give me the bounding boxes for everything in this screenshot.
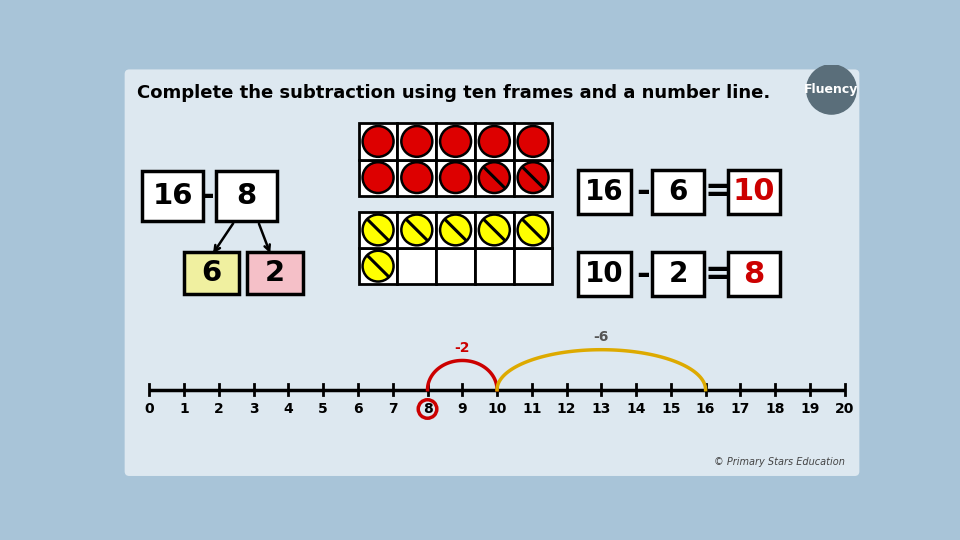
- Bar: [183, 252, 239, 294]
- Bar: [397, 212, 436, 248]
- Bar: [436, 248, 475, 284]
- Text: 16: 16: [153, 181, 193, 210]
- Text: 17: 17: [731, 402, 750, 416]
- Text: 13: 13: [591, 402, 611, 416]
- Bar: [514, 248, 552, 284]
- Bar: [578, 252, 631, 296]
- Bar: [247, 252, 303, 294]
- Text: 11: 11: [522, 402, 541, 416]
- Text: -2: -2: [454, 341, 470, 355]
- Circle shape: [440, 214, 471, 245]
- Text: 14: 14: [626, 402, 646, 416]
- Bar: [436, 159, 475, 195]
- Circle shape: [401, 126, 432, 157]
- Text: 0: 0: [145, 402, 155, 416]
- Text: Complete the subtraction using ten frames and a number line.: Complete the subtraction using ten frame…: [137, 84, 770, 102]
- Text: 6: 6: [353, 402, 363, 416]
- Circle shape: [401, 214, 432, 245]
- Bar: [652, 252, 705, 296]
- Bar: [436, 212, 475, 248]
- Text: 12: 12: [557, 402, 576, 416]
- Text: 3: 3: [249, 402, 258, 416]
- Bar: [359, 123, 397, 159]
- Text: 10: 10: [488, 402, 507, 416]
- Bar: [436, 123, 475, 159]
- Bar: [514, 159, 552, 195]
- Circle shape: [806, 65, 856, 114]
- Text: 2: 2: [214, 402, 224, 416]
- Text: 6: 6: [668, 178, 687, 206]
- Text: 16: 16: [696, 402, 715, 416]
- Bar: [652, 170, 705, 214]
- Text: 7: 7: [388, 402, 397, 416]
- Bar: [397, 248, 436, 284]
- Circle shape: [401, 162, 432, 193]
- Text: © Primary Stars Education: © Primary Stars Education: [713, 457, 845, 467]
- Text: 8: 8: [743, 260, 764, 289]
- Bar: [475, 159, 514, 195]
- Text: -: -: [636, 176, 650, 208]
- Bar: [359, 248, 397, 284]
- Text: =: =: [705, 258, 732, 291]
- Circle shape: [440, 162, 471, 193]
- Text: 8: 8: [236, 181, 256, 210]
- Text: 20: 20: [835, 402, 854, 416]
- Circle shape: [479, 214, 510, 245]
- Circle shape: [517, 162, 548, 193]
- Bar: [728, 252, 780, 296]
- Bar: [142, 171, 203, 221]
- Text: -: -: [636, 258, 650, 291]
- Bar: [475, 212, 514, 248]
- FancyBboxPatch shape: [125, 70, 859, 476]
- Bar: [514, 212, 552, 248]
- Text: -: -: [200, 179, 214, 212]
- Bar: [578, 170, 631, 214]
- Bar: [397, 159, 436, 195]
- Text: 9: 9: [458, 402, 468, 416]
- Text: 5: 5: [319, 402, 328, 416]
- Text: 19: 19: [801, 402, 820, 416]
- Text: 8: 8: [422, 402, 432, 416]
- Bar: [475, 248, 514, 284]
- Bar: [397, 123, 436, 159]
- Text: =: =: [705, 176, 732, 208]
- Circle shape: [517, 214, 548, 245]
- Text: Fluency: Fluency: [804, 83, 858, 96]
- Circle shape: [440, 126, 471, 157]
- Text: 4: 4: [283, 402, 294, 416]
- Bar: [475, 123, 514, 159]
- Bar: [359, 159, 397, 195]
- Circle shape: [363, 126, 394, 157]
- Text: 10: 10: [585, 260, 624, 288]
- Circle shape: [363, 162, 394, 193]
- Text: 16: 16: [585, 178, 624, 206]
- Text: 6: 6: [202, 259, 222, 287]
- Text: 2: 2: [265, 259, 285, 287]
- Text: 10: 10: [732, 177, 776, 206]
- Text: 15: 15: [661, 402, 681, 416]
- Text: -6: -6: [593, 330, 609, 345]
- Bar: [728, 170, 780, 214]
- Bar: [216, 171, 276, 221]
- Bar: [359, 212, 397, 248]
- Text: 1: 1: [180, 402, 189, 416]
- Circle shape: [363, 251, 394, 281]
- Circle shape: [479, 162, 510, 193]
- Circle shape: [479, 126, 510, 157]
- Text: 2: 2: [668, 260, 687, 288]
- Circle shape: [517, 126, 548, 157]
- Circle shape: [363, 214, 394, 245]
- Text: 18: 18: [765, 402, 785, 416]
- Bar: [514, 123, 552, 159]
